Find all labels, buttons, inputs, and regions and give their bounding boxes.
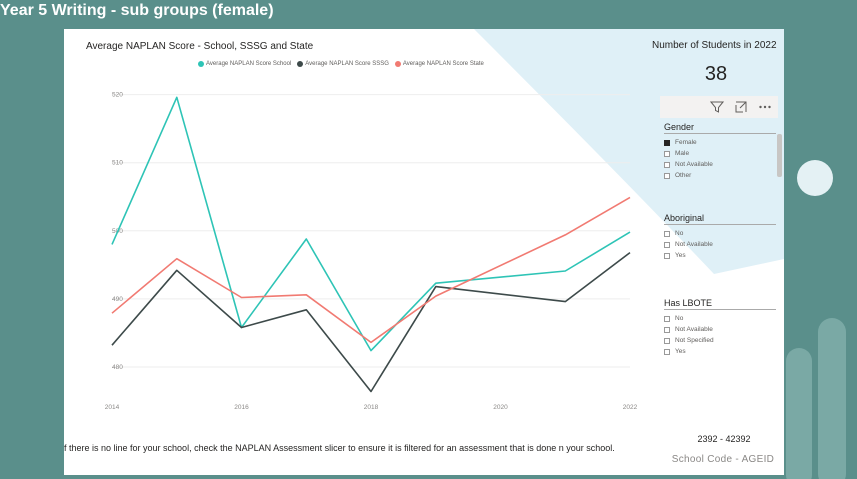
legend-item-state[interactable]: Average NAPLAN Score State	[394, 61, 484, 67]
checkbox[interactable]	[664, 139, 670, 146]
slicer-option[interactable]: No	[664, 313, 776, 324]
slicer-option[interactable]: Male	[664, 148, 776, 159]
slicer-option-label: Yes	[675, 252, 686, 259]
slicer-option[interactable]: No	[664, 228, 776, 239]
legend-dot-icon	[297, 61, 304, 67]
lbote-slicer: Has LBOTE No Not Available Not Specified Ye…	[664, 298, 776, 357]
slicer-option-label: Not Available	[675, 161, 713, 168]
checkbox[interactable]	[664, 252, 670, 259]
gender-slicer-title: Gender	[664, 122, 776, 134]
checkbox[interactable]	[664, 315, 670, 322]
x-tick-label: 2022	[623, 404, 638, 411]
footnote: f there is no line for your school, chec…	[64, 443, 615, 453]
y-tick-label: 510	[112, 160, 123, 167]
checkbox[interactable]	[664, 326, 670, 333]
filter-icon[interactable]	[708, 98, 726, 116]
checkbox[interactable]	[664, 150, 670, 157]
slicer-option[interactable]: Other	[664, 170, 776, 181]
kpi-title: Number of Students in 2022	[652, 40, 777, 51]
slicer-option[interactable]: Not Specified	[664, 335, 776, 346]
gender-slicer-scrollbar[interactable]	[777, 134, 782, 177]
x-tick-label: 2020	[493, 404, 508, 411]
legend-item-sssg[interactable]: Average NAPLAN Score SSSG	[297, 61, 389, 67]
slicer-option[interactable]: Yes	[664, 346, 776, 357]
x-tick-label: 2014	[105, 404, 120, 411]
series-line-0[interactable]	[111, 96, 631, 352]
slicer-option[interactable]: Not Available	[664, 239, 776, 250]
slicer-option-label: Not Available	[675, 326, 713, 333]
checkbox[interactable]	[664, 230, 670, 237]
more-options-icon[interactable]	[756, 98, 774, 116]
aboriginal-slicer-items: No Not Available Yes	[664, 228, 776, 261]
background-decoration	[797, 160, 833, 196]
y-tick-label: 520	[112, 92, 123, 99]
slicer-option-label: Female	[675, 139, 697, 146]
slicer-option[interactable]: Not Available	[664, 324, 776, 335]
series-line-1[interactable]	[111, 251, 631, 393]
checkbox[interactable]	[664, 337, 670, 344]
kpi-value: 38	[704, 63, 728, 85]
x-tick-label: 2016	[234, 404, 249, 411]
lbote-slicer-title: Has LBOTE	[664, 298, 776, 310]
legend-label: Average NAPLAN Score State	[402, 61, 484, 67]
background-decoration	[786, 348, 812, 479]
series-line-2[interactable]	[111, 196, 631, 344]
checkbox[interactable]	[664, 241, 670, 248]
slicer-option-label: No	[675, 230, 684, 237]
aboriginal-slicer-title: Aboriginal	[664, 213, 776, 225]
y-tick-label: 490	[112, 296, 123, 303]
background-shape	[474, 29, 784, 274]
checkbox[interactable]	[664, 348, 670, 355]
aboriginal-slicer: Aboriginal No Not Available Yes	[664, 213, 776, 261]
slicer-option[interactable]: Female	[664, 137, 776, 148]
background-decoration	[818, 318, 846, 479]
legend-label: Average NAPLAN Score School	[206, 61, 292, 67]
legend-dot-icon	[198, 61, 204, 67]
gender-slicer: Gender Female Male Not Available Other	[664, 122, 776, 189]
slicer-option[interactable]: Not Available	[664, 159, 776, 170]
lbote-slicer-items: No Not Available Not Specified Yes	[664, 313, 776, 357]
slicer-option-label: Other	[675, 172, 692, 179]
report-canvas: Average NAPLAN Score - School, SSSG and …	[64, 29, 784, 475]
legend-item-school[interactable]: Average NAPLAN Score School	[198, 61, 291, 67]
chart-legend: Average NAPLAN Score School Average NAPL…	[198, 61, 484, 67]
slicer-option-label: Yes	[675, 348, 686, 355]
slicer-option-label: No	[675, 315, 684, 322]
page-title: Year 5 Writing - sub groups (female)	[0, 2, 274, 19]
x-tick-label: 2018	[364, 404, 379, 411]
expand-icon[interactable]	[732, 98, 750, 116]
school-code: School Code - AGEID	[671, 454, 775, 465]
slicer-option-label: Male	[675, 150, 690, 157]
slicer-option-label: Not Specified	[675, 337, 714, 344]
slicer-option-label: Not Available	[675, 241, 713, 248]
legend-dot-icon	[394, 61, 401, 67]
slicer-option[interactable]: Yes	[664, 250, 776, 261]
gender-slicer-items: Female Male Not Available Other	[664, 137, 776, 189]
school-id: 2392 - 42392	[697, 434, 751, 444]
checkbox[interactable]	[664, 161, 670, 168]
y-tick-label: 480	[112, 364, 123, 371]
chart-title: Average NAPLAN Score - School, SSSG and …	[86, 41, 314, 52]
visual-toolbar	[660, 96, 778, 118]
checkbox[interactable]	[664, 172, 670, 179]
legend-label: Average NAPLAN Score SSSG	[305, 61, 389, 67]
